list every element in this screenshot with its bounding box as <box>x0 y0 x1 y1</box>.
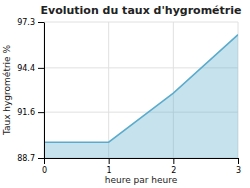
chart: 0 1 2 3 88.7 91.6 94.4 97.3 Evolution du taux d'… <box>0 0 250 188</box>
tick-label: 3 <box>236 166 241 175</box>
plot-area <box>44 35 238 158</box>
tick-mark <box>44 158 45 164</box>
grid-line <box>44 22 238 23</box>
tick-mark <box>38 158 44 159</box>
grid-line <box>44 22 45 158</box>
tick-label: 94.4 <box>17 64 35 73</box>
y-axis-title: Taux hygrométrie % <box>2 44 12 136</box>
tick-mark <box>38 68 44 69</box>
tick: 0 <box>42 158 47 175</box>
line <box>44 35 238 143</box>
axis-line <box>45 158 239 159</box>
tick-label: 1 <box>107 166 112 175</box>
tick: 1 <box>107 158 112 175</box>
tick-label: 91.6 <box>17 108 35 117</box>
area <box>44 35 238 158</box>
tick: 94.4 <box>17 64 44 73</box>
x-axis-title: heure par heure <box>105 175 178 185</box>
tick: 91.6 <box>17 108 44 117</box>
grid <box>44 22 238 158</box>
tick-mark <box>109 158 110 164</box>
tick-label: 88.7 <box>17 154 35 163</box>
title: Evolution du taux d'hygrométrie <box>41 4 242 17</box>
tick: 97.3 <box>17 18 44 27</box>
tick-mark <box>238 158 239 164</box>
tick: 88.7 <box>17 154 44 163</box>
tick-mark <box>38 112 44 113</box>
x-axis: 0 1 2 3 <box>42 158 241 175</box>
tick-label: 2 <box>171 166 176 175</box>
tick: 2 <box>171 158 176 175</box>
tick: 3 <box>236 158 241 175</box>
tick-label: 0 <box>42 166 47 175</box>
axis-line <box>44 23 45 159</box>
tick-label: 97.3 <box>17 18 35 27</box>
y-axis: 88.7 91.6 94.4 97.3 <box>17 18 44 163</box>
tick-mark <box>173 158 174 164</box>
grid-line <box>108 22 109 158</box>
tick-mark <box>38 22 44 23</box>
